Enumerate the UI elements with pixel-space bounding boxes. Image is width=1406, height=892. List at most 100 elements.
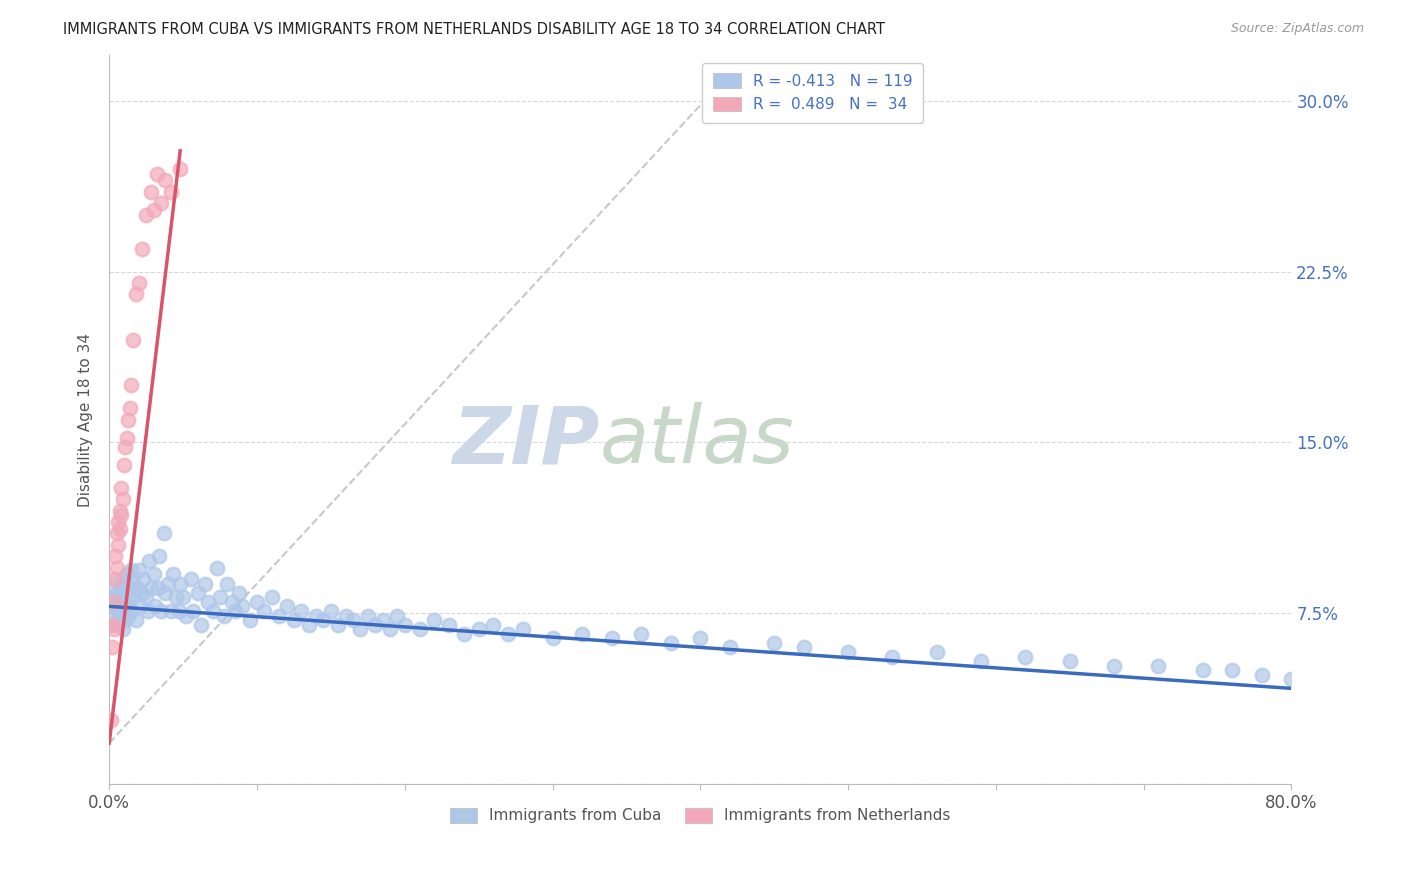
Point: [112, 458, 135, 472]
Point: [120, 563, 142, 577]
Point: [108, 504, 131, 518]
Point: [467, 622, 489, 636]
Point: [155, 585, 177, 599]
Point: [129, 599, 152, 614]
Point: [131, 585, 153, 599]
Point: [364, 617, 387, 632]
Point: [224, 604, 246, 618]
Point: [357, 608, 380, 623]
Point: [312, 613, 335, 627]
Point: [115, 567, 138, 582]
Point: [104, 591, 127, 605]
Point: [423, 613, 446, 627]
Point: [239, 613, 262, 627]
Text: Source: ZipAtlas.com: Source: ZipAtlas.com: [1230, 22, 1364, 36]
Point: [128, 563, 150, 577]
Point: [101, 576, 124, 591]
Point: [1279, 673, 1302, 687]
Point: [190, 617, 212, 632]
Point: [970, 654, 993, 668]
Point: [157, 576, 180, 591]
Point: [111, 572, 134, 586]
Point: [125, 613, 148, 627]
Point: [160, 604, 183, 618]
Point: [571, 626, 593, 640]
Point: [104, 608, 127, 623]
Point: [104, 572, 127, 586]
Text: atlas: atlas: [600, 402, 794, 481]
Point: [142, 567, 165, 582]
Point: [1014, 649, 1036, 664]
Point: [183, 604, 205, 618]
Point: [115, 431, 138, 445]
Point: [155, 173, 177, 187]
Point: [117, 412, 139, 426]
Point: [107, 604, 129, 618]
Point: [142, 202, 165, 217]
Point: [111, 622, 134, 636]
Point: [482, 617, 505, 632]
Point: [125, 287, 148, 301]
Point: [246, 595, 269, 609]
Point: [217, 576, 239, 591]
Point: [408, 622, 430, 636]
Point: [194, 576, 217, 591]
Point: [179, 572, 201, 586]
Point: [107, 585, 129, 599]
Point: [139, 185, 162, 199]
Point: [283, 613, 305, 627]
Point: [394, 617, 416, 632]
Point: [105, 617, 128, 632]
Point: [110, 608, 132, 623]
Point: [138, 554, 160, 568]
Point: [187, 585, 209, 599]
Point: [793, 640, 815, 655]
Point: [124, 576, 146, 591]
Point: [162, 567, 184, 582]
Point: [276, 599, 298, 614]
Point: [103, 599, 125, 614]
Point: [1102, 658, 1125, 673]
Point: [108, 599, 131, 614]
Point: [103, 622, 125, 636]
Point: [1250, 667, 1272, 681]
Point: [100, 713, 122, 727]
Point: [630, 626, 652, 640]
Point: [139, 581, 162, 595]
Point: [659, 636, 682, 650]
Point: [149, 604, 172, 618]
Point: [105, 595, 128, 609]
Point: [387, 608, 409, 623]
Point: [228, 585, 250, 599]
Point: [319, 604, 342, 618]
Point: [148, 549, 170, 564]
Point: [253, 604, 276, 618]
Point: [342, 613, 364, 627]
Point: [167, 604, 190, 618]
Point: [305, 608, 328, 623]
Point: [1191, 663, 1213, 677]
Point: [105, 526, 128, 541]
Point: [453, 626, 475, 640]
Point: [718, 640, 741, 655]
Point: [837, 645, 859, 659]
Point: [107, 538, 129, 552]
Point: [149, 196, 172, 211]
Point: [1220, 663, 1243, 677]
Point: [104, 549, 127, 564]
Text: IMMIGRANTS FROM CUBA VS IMMIGRANTS FROM NETHERLANDS DISABILITY AGE 18 TO 34 CORR: IMMIGRANTS FROM CUBA VS IMMIGRANTS FROM …: [63, 22, 886, 37]
Y-axis label: Disability Age 18 to 34: Disability Age 18 to 34: [79, 333, 93, 507]
Point: [172, 591, 194, 605]
Point: [107, 613, 129, 627]
Point: [118, 581, 141, 595]
Point: [153, 526, 176, 541]
Point: [101, 617, 124, 632]
Point: [110, 508, 132, 523]
Point: [1147, 658, 1170, 673]
Text: ZIP: ZIP: [453, 402, 600, 481]
Point: [120, 378, 142, 392]
Point: [165, 591, 187, 605]
Point: [110, 591, 132, 605]
Point: [131, 242, 153, 256]
Point: [107, 515, 129, 529]
